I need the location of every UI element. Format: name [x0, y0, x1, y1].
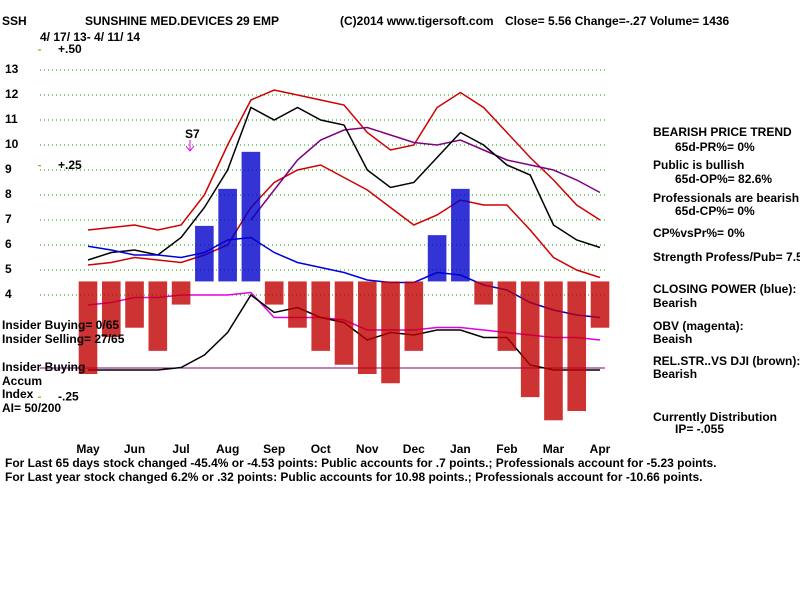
side-note: Professionals are bearish [653, 191, 799, 205]
side-note: CP%vsPr%= 0% [653, 226, 745, 240]
side-note: IP= -.055 [675, 422, 724, 436]
y-tick-label: 11 [5, 112, 18, 126]
accum-bar [288, 281, 307, 328]
y-tick-label: 4 [5, 287, 12, 301]
accum-bar [590, 281, 610, 328]
copyright: (C)2014 www.tigersoft.com [340, 14, 494, 28]
side-note: Public is bullish [653, 158, 744, 172]
accum-bar [218, 188, 237, 282]
side-note: BEARISH PRICE TREND [653, 125, 792, 139]
footer-note: For Last 65 days stock changed -45.4% or… [5, 456, 717, 470]
accum-bar [381, 281, 400, 384]
side-note: Currently Distribution [653, 410, 777, 424]
side-note: CLOSING POWER (blue): [653, 282, 796, 296]
x-tick-label: Dec [403, 442, 425, 456]
y-tick-label: 6 [5, 237, 12, 251]
x-tick-label: May [76, 442, 100, 456]
accum-bar [334, 281, 354, 365]
y-tick-label: 9 [5, 162, 12, 176]
side-note: REL.STR..VS DJI (brown): [653, 354, 800, 368]
signal-annotation: S7 [185, 127, 200, 141]
y-tick-label: 8 [5, 187, 12, 201]
accum-bar [427, 235, 447, 282]
x-tick-label: Feb [496, 442, 517, 456]
x-tick-label: Jul [172, 442, 189, 456]
y2-tick-label: +.50 [58, 42, 82, 56]
accum-bar [125, 281, 144, 328]
accum-bar [171, 281, 191, 305]
accum-bar [264, 281, 284, 305]
x-tick-label: Mar [543, 442, 565, 456]
side-note: 65d-OP%= 82.6% [675, 172, 772, 186]
side-note: Strength Profess/Pub= 7.5 [653, 250, 800, 264]
accum-bar [451, 188, 470, 282]
series-line [250, 126, 601, 221]
accum-bar [404, 281, 424, 351]
x-tick-label: Jun [124, 442, 145, 456]
y2-tick-label: +.25 [58, 158, 82, 172]
accum-bar [195, 225, 214, 282]
left-note: Accum [2, 374, 42, 388]
y-tick-label: 12 [5, 87, 19, 101]
side-note: 65d-CP%= 0% [675, 204, 755, 218]
accum-bar [101, 281, 121, 337]
left-note: Insider Buying= 0/65 [2, 318, 119, 332]
series-line [87, 164, 601, 279]
date-range: 4/ 17/ 13- 4/ 11/ 14 [40, 30, 140, 44]
accum-bar [241, 151, 261, 282]
y2-tick-label: -.25 [58, 389, 79, 403]
accum-bar [567, 281, 587, 412]
x-tick-label: Aug [216, 442, 239, 456]
symbol: SSH [2, 14, 27, 28]
y-tick-label: 7 [5, 212, 12, 226]
accum-bar [148, 281, 168, 351]
x-tick-label: Jan [450, 442, 471, 456]
side-note: Bearish [653, 367, 697, 381]
accum-bar [497, 281, 517, 351]
accum-bar [311, 281, 331, 351]
signal-arrow [185, 140, 195, 152]
y-tick-label: 5 [5, 262, 12, 276]
side-note: OBV (magenta): [653, 319, 744, 333]
x-tick-label: Nov [356, 442, 379, 456]
y-tick-label: 13 [5, 62, 19, 76]
left-note: Insider Selling= 27/65 [2, 332, 125, 346]
accum-bar [357, 281, 377, 374]
x-tick-label: Oct [311, 442, 331, 456]
side-note: Beaish [653, 332, 692, 346]
y-tick-label: 10 [5, 137, 19, 151]
accum-bar [78, 281, 98, 374]
left-note: AI= 50/200 [2, 401, 61, 415]
company-name: SUNSHINE MED.DEVICES 29 EMP [85, 14, 279, 28]
accum-bar [474, 281, 493, 305]
accum-bar [544, 281, 563, 421]
left-note: Insider Buying [2, 360, 85, 374]
footer-note: For Last year stock changed 6.2% or .32 … [5, 470, 703, 484]
x-tick-label: Apr [590, 442, 611, 456]
series-line [87, 89, 601, 231]
side-note: Bearish [653, 296, 697, 310]
quote: Close= 5.56 Change=-.27 Volume= 1436 [505, 14, 730, 28]
accum-bar [520, 281, 540, 398]
left-note: Index [2, 387, 34, 401]
series-line [87, 106, 601, 261]
side-note: 65d-PR%= 0% [675, 140, 755, 154]
x-tick-label: Sep [263, 442, 285, 456]
